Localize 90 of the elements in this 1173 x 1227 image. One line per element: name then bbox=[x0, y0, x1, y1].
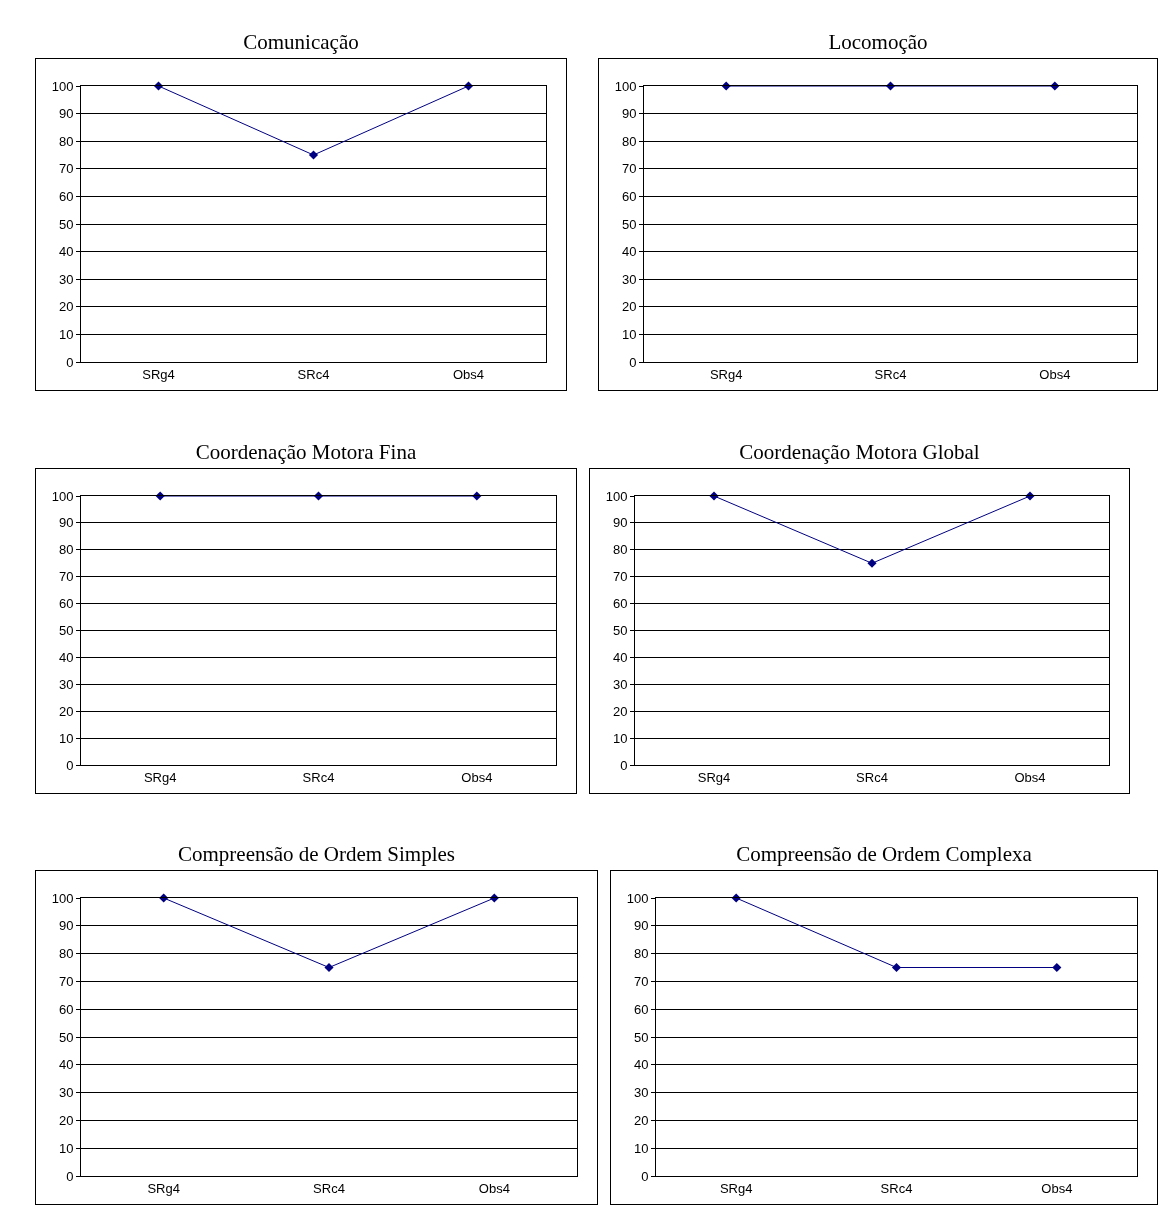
y-tick-label: 90 bbox=[58, 515, 74, 531]
y-tick-label: 40 bbox=[58, 244, 74, 260]
y-tick-label: 100 bbox=[51, 78, 74, 94]
y-tick-label: 30 bbox=[621, 271, 637, 287]
y-tick-label: 60 bbox=[58, 596, 74, 612]
y-tick-label: 10 bbox=[58, 730, 74, 746]
y-tick-label: 80 bbox=[58, 946, 74, 962]
y-tick-label: 70 bbox=[58, 161, 74, 177]
x-tick-label: SRc4 bbox=[856, 769, 888, 785]
y-tick-label: 20 bbox=[612, 703, 628, 719]
y-tick-label: 100 bbox=[626, 890, 649, 906]
y-tick-label: 50 bbox=[633, 1029, 649, 1045]
y-tick-label: 50 bbox=[612, 623, 628, 639]
y-tick-label: 0 bbox=[641, 1168, 649, 1184]
y-tick-label: 80 bbox=[621, 133, 637, 149]
y-tick-label: 0 bbox=[66, 354, 74, 370]
y-tick-label: 20 bbox=[58, 703, 74, 719]
x-tick-label: SRg4 bbox=[143, 769, 177, 785]
x-tick-label: Obs4 bbox=[1014, 769, 1046, 785]
y-tick-label: 40 bbox=[612, 649, 628, 665]
y-tick-label: 0 bbox=[66, 1168, 74, 1184]
chart-title: Compreensão de Ordem Simples bbox=[177, 842, 456, 868]
y-tick-label: 60 bbox=[612, 596, 628, 612]
y-tick-label: 90 bbox=[58, 106, 74, 122]
y-tick-label: 80 bbox=[633, 946, 649, 962]
y-tick-label: 50 bbox=[58, 1029, 74, 1045]
x-tick-label: Obs4 bbox=[452, 366, 485, 382]
y-tick-label: 0 bbox=[620, 757, 628, 773]
x-tick-label: Obs4 bbox=[1039, 366, 1071, 382]
chart-title: Locomoção bbox=[827, 30, 929, 56]
x-tick-label: SRg4 bbox=[142, 366, 175, 382]
y-tick-label: 30 bbox=[58, 271, 74, 287]
y-tick-label: 80 bbox=[612, 542, 628, 558]
y-tick-label: 70 bbox=[612, 569, 628, 585]
y-tick-label: 30 bbox=[633, 1085, 649, 1101]
y-tick-label: 10 bbox=[612, 730, 628, 746]
y-tick-label: 90 bbox=[612, 515, 628, 531]
chart-title: Coordenação Motora Global bbox=[738, 440, 981, 466]
x-tick-label: Obs4 bbox=[1041, 1180, 1073, 1196]
x-tick-label: SRc4 bbox=[302, 769, 335, 785]
y-tick-label: 30 bbox=[612, 676, 628, 692]
y-tick-label: 90 bbox=[633, 918, 649, 934]
y-tick-label: 50 bbox=[621, 216, 637, 232]
y-tick-label: 30 bbox=[58, 676, 74, 692]
x-tick-label: SRc4 bbox=[313, 1180, 345, 1196]
y-tick-label: 40 bbox=[58, 1057, 74, 1073]
y-tick-label: 10 bbox=[58, 326, 74, 342]
y-tick-label: 10 bbox=[58, 1140, 74, 1156]
y-tick-label: 70 bbox=[633, 973, 649, 989]
y-tick-label: 60 bbox=[633, 1001, 649, 1017]
y-tick-label: 60 bbox=[58, 1001, 74, 1017]
y-tick-label: 70 bbox=[58, 973, 74, 989]
x-tick-label: SRg4 bbox=[709, 366, 743, 382]
y-tick-label: 100 bbox=[614, 78, 637, 94]
y-tick-label: 40 bbox=[58, 649, 74, 665]
x-tick-label: SRg4 bbox=[147, 1180, 180, 1196]
y-tick-label: 100 bbox=[605, 488, 628, 504]
y-tick-label: 100 bbox=[51, 890, 74, 906]
y-tick-label: 20 bbox=[58, 1112, 74, 1128]
chart-title: Coordenação Motora Fina bbox=[194, 440, 418, 466]
y-tick-label: 20 bbox=[633, 1112, 649, 1128]
y-tick-label: 10 bbox=[633, 1140, 649, 1156]
y-tick-label: 0 bbox=[629, 354, 637, 370]
y-tick-label: 80 bbox=[58, 133, 74, 149]
y-tick-label: 0 bbox=[66, 757, 74, 773]
y-tick-label: 40 bbox=[633, 1057, 649, 1073]
x-tick-label: Obs4 bbox=[478, 1180, 510, 1196]
y-tick-label: 70 bbox=[621, 161, 637, 177]
y-tick-label: 60 bbox=[58, 188, 74, 204]
y-tick-label: 80 bbox=[58, 542, 74, 558]
x-tick-label: SRg4 bbox=[719, 1180, 753, 1196]
y-tick-label: 60 bbox=[621, 188, 637, 204]
y-tick-label: 70 bbox=[58, 569, 74, 585]
y-tick-label: 50 bbox=[58, 623, 74, 639]
x-tick-label: Obs4 bbox=[461, 769, 493, 785]
y-tick-label: 40 bbox=[621, 244, 637, 260]
y-tick-label: 10 bbox=[621, 326, 637, 342]
y-tick-label: 20 bbox=[58, 299, 74, 315]
chart-title: Comunicação bbox=[242, 30, 360, 56]
chart-title: Compreensão de Ordem Complexa bbox=[735, 842, 1033, 868]
x-tick-label: SRc4 bbox=[297, 366, 330, 382]
x-tick-label: SRc4 bbox=[874, 366, 907, 382]
x-tick-label: SRg4 bbox=[697, 769, 731, 785]
y-tick-label: 90 bbox=[621, 106, 637, 122]
y-tick-label: 100 bbox=[51, 488, 74, 504]
y-tick-label: 20 bbox=[621, 299, 637, 315]
x-tick-label: SRc4 bbox=[880, 1180, 913, 1196]
y-tick-label: 90 bbox=[58, 918, 74, 934]
y-tick-label: 50 bbox=[58, 216, 74, 232]
y-tick-label: 30 bbox=[58, 1085, 74, 1101]
